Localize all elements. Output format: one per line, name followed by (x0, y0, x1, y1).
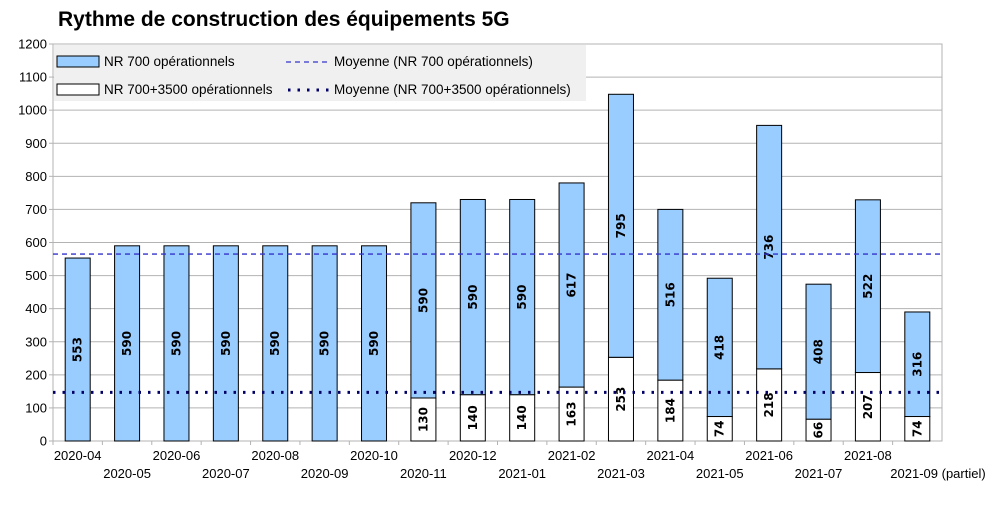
data-label-nr700: 522 (861, 274, 875, 299)
y-tick-label: 100 (25, 400, 47, 415)
x-tick-label: 2021-07 (795, 466, 843, 481)
data-label-nr700-3500: 218 (762, 392, 776, 417)
bar-nr700-3500 (607, 356, 634, 442)
x-tick-label: 2020-11 (400, 466, 447, 481)
data-label-nr700-3500: 207 (861, 394, 875, 419)
bar-nr700 (459, 198, 486, 396)
legend-label-nr700: NR 700 opérationnels (104, 54, 235, 69)
y-tick-label: 1200 (18, 37, 47, 52)
y-tick-label: 1000 (18, 103, 47, 118)
legend-swatch-nr700 (56, 55, 100, 68)
bars: 553 590 590 590 590 590 590 130 590 140 590 140 590 1… (64, 93, 931, 442)
bar-nr700 (114, 245, 141, 442)
bar-nr700 (805, 283, 832, 420)
x-tick-label: 2020-12 (449, 448, 497, 463)
bar-nr700 (854, 199, 881, 374)
legend-label-mean-nr700: Moyenne (NR 700 opérationnels) (334, 54, 533, 69)
bar-nr700-3500 (558, 386, 585, 442)
y-tick-label: 700 (25, 202, 47, 217)
data-label-nr700: 590 (318, 331, 332, 356)
data-label-nr700: 553 (71, 337, 85, 362)
data-label-nr700: 590 (367, 331, 381, 356)
data-label-nr700-3500: 66 (812, 422, 826, 439)
data-label-nr700: 795 (614, 213, 628, 238)
data-label-nr700: 590 (169, 331, 183, 356)
x-tick-label: 2020-04 (54, 448, 102, 463)
data-label-nr700-3500: 130 (416, 407, 430, 432)
legend: NR 700 opérationnels Moyenne (NR 700 opér… (54, 45, 586, 101)
data-label-nr700: 408 (812, 339, 826, 364)
x-tick-label: 2020-10 (350, 448, 398, 463)
data-label-nr700-3500: 140 (515, 405, 529, 430)
bar-nr700 (657, 208, 684, 381)
x-tick-label: 2021-03 (597, 466, 645, 481)
x-tick-label: 2021-01 (498, 466, 546, 481)
x-tick-label: 2021-09 (partiel) (890, 466, 985, 481)
data-label-nr700: 617 (565, 272, 579, 297)
data-label-nr700-3500: 140 (466, 405, 480, 430)
bar-nr700-3500 (756, 368, 783, 442)
data-label-nr700-3500: 184 (663, 398, 677, 423)
bar-nr700 (163, 245, 190, 442)
bar-nr700 (262, 245, 289, 442)
data-label-nr700: 590 (268, 331, 282, 356)
bar-nr700 (64, 257, 91, 442)
bar-nr700 (558, 182, 585, 388)
x-tick-label: 2021-04 (647, 448, 695, 463)
bar-nr700 (361, 245, 388, 442)
x-tick-label: 2020-09 (301, 466, 349, 481)
y-tick-label: 300 (25, 334, 47, 349)
x-tick-label: 2020-06 (153, 448, 201, 463)
legend-box (54, 45, 586, 101)
y-axis: 0 100 200 300 400 500 600 700 800 900 1000 1100 1200 (18, 37, 53, 449)
x-tick-label: 2020-05 (103, 466, 151, 481)
data-label-nr700-3500: 163 (565, 402, 579, 427)
x-axis: 2020-042020-052020-062020-072020-082020-… (52, 441, 985, 481)
x-tick-label: 2021-05 (696, 466, 744, 481)
y-tick-label: 800 (25, 169, 47, 184)
y-tick-label: 0 (40, 434, 47, 449)
y-tick-label: 500 (25, 268, 47, 283)
data-label-nr700-3500: 253 (614, 387, 628, 412)
bar-nr700 (904, 311, 931, 418)
y-tick-label: 900 (25, 136, 47, 151)
x-tick-label: 2021-08 (844, 448, 892, 463)
bar-nr700-3500 (904, 416, 931, 442)
chart-title: Rythme de construction des équipements 5… (58, 8, 510, 31)
bar-nr700-3500 (706, 416, 733, 442)
bar-nr700 (410, 202, 437, 399)
reference-lines (53, 253, 942, 394)
data-label-nr700: 316 (910, 352, 924, 377)
data-label-nr700: 590 (515, 285, 529, 310)
legend-swatch-nr700-3500 (56, 83, 100, 96)
y-tick-label: 1100 (19, 70, 47, 85)
data-label-nr700: 590 (466, 285, 480, 310)
bar-nr700 (756, 124, 783, 370)
data-label-nr700: 736 (762, 235, 776, 260)
bar-nr700 (509, 198, 536, 396)
legend-label-mean-nr700-3500: Moyenne (NR 700+3500 opérationnels) (334, 82, 571, 97)
data-label-nr700: 590 (219, 331, 233, 356)
y-tick-label: 200 (25, 367, 47, 382)
data-label-nr700: 590 (416, 288, 430, 313)
gridlines (52, 43, 943, 442)
bar-nr700-3500 (854, 372, 881, 442)
x-tick-label: 2021-02 (548, 448, 596, 463)
y-tick-label: 400 (25, 301, 47, 316)
data-label-nr700-3500: 74 (910, 420, 924, 437)
bar-nr700-3500 (509, 394, 536, 442)
bar-nr700 (607, 93, 634, 358)
data-label-nr700-3500: 74 (713, 420, 727, 437)
x-tick-label: 2020-07 (202, 466, 250, 481)
data-label-nr700: 418 (713, 335, 727, 360)
y-tick-label: 600 (25, 235, 47, 250)
bar-nr700 (212, 245, 239, 442)
data-label-nr700: 516 (663, 282, 677, 307)
data-label-nr700: 590 (120, 331, 134, 356)
bar-nr700 (311, 245, 338, 442)
legend-label-nr700-3500: NR 700+3500 opérationnels (104, 82, 273, 97)
x-tick-label: 2020-08 (251, 448, 299, 463)
x-tick-label: 2021-06 (745, 448, 793, 463)
